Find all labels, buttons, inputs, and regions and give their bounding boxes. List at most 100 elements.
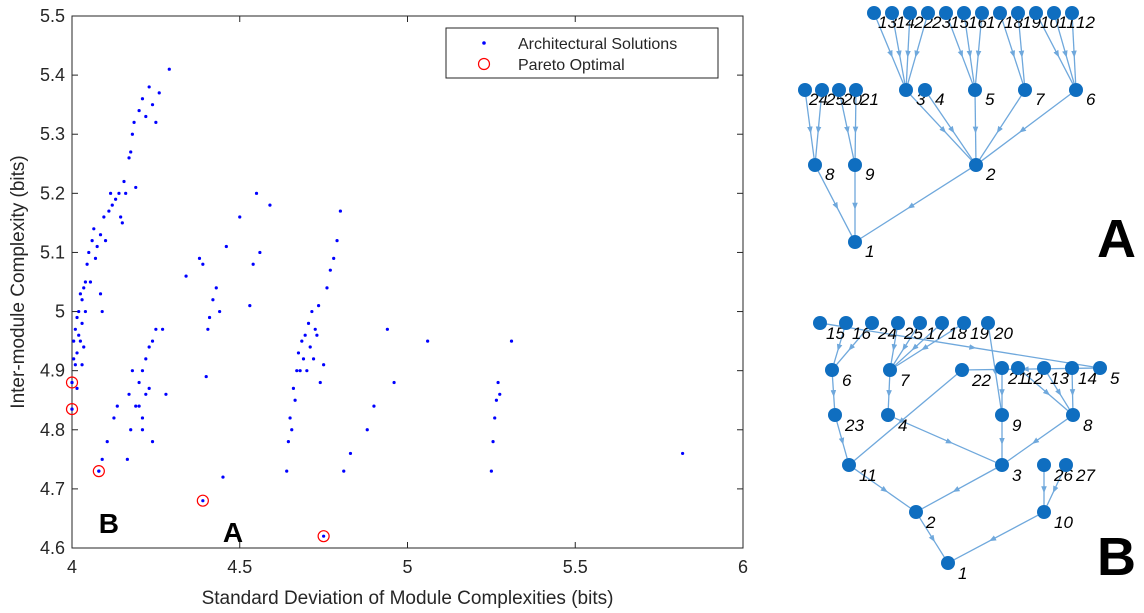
data-point [80, 321, 84, 325]
data-point [102, 215, 106, 219]
tree-node-label: 11 [859, 466, 877, 485]
data-point [491, 440, 495, 444]
tree-node [1069, 83, 1083, 97]
tree-node [995, 458, 1009, 472]
tree-node-label: 12 [1076, 13, 1095, 32]
tree-node-label: 21 [859, 90, 879, 109]
tree-node [1037, 458, 1051, 472]
pareto-center-dot [322, 534, 326, 538]
tree-node [995, 408, 1009, 422]
tree-node [1011, 6, 1025, 20]
tree-edge [893, 416, 996, 463]
y-tick-label: 5.2 [40, 183, 65, 203]
data-point [83, 309, 88, 314]
data-point [93, 256, 98, 260]
tree-node [813, 316, 827, 330]
data-point [224, 244, 228, 249]
data-point [98, 233, 103, 237]
tree-node-label: 9 [1012, 416, 1022, 435]
tree-node-label: 23 [844, 416, 864, 435]
data-point [251, 262, 255, 266]
data-point [348, 451, 353, 456]
data-point [392, 380, 396, 385]
tree-node-label: 16 [852, 324, 871, 343]
data-point [365, 428, 369, 432]
tree-node [968, 83, 982, 97]
data-point [112, 416, 116, 420]
data-point [201, 262, 205, 266]
data-point [125, 457, 129, 461]
tree-node [939, 6, 953, 20]
data-point [114, 197, 118, 201]
tree-edge [953, 514, 1040, 561]
tree-edge [831, 375, 836, 409]
x-tick-label: 5 [402, 557, 412, 577]
tree-node-label: 4 [898, 416, 907, 435]
tree-node [881, 408, 895, 422]
data-point [87, 250, 91, 255]
data-point [88, 280, 93, 284]
data-point [316, 304, 321, 308]
tree-node [1093, 361, 1107, 375]
data-point [147, 345, 151, 349]
data-point [268, 203, 272, 207]
data-point [100, 457, 104, 461]
x-tick-label: 5.5 [563, 557, 588, 577]
data-point [285, 469, 289, 473]
data-point [496, 380, 500, 385]
data-point [254, 191, 259, 195]
tree-edge [887, 375, 891, 409]
tree-node-label: 1 [958, 564, 967, 583]
scatter-chart: 4 4.5 5 5.5 6 4.6 4.7 4.8 4.9 5 5.1 5.2 5.3 5.4 5.5 Sta… [8, 6, 748, 609]
data-point [127, 392, 131, 396]
tree-node-label: 6 [1086, 90, 1096, 109]
tree-node [865, 316, 879, 330]
data-point [298, 369, 302, 373]
y-tick-label: 5.5 [40, 6, 65, 26]
pareto-center-dot [70, 380, 74, 385]
data-point [489, 469, 493, 473]
data-point [315, 333, 319, 337]
data-point [258, 250, 262, 255]
legend-box [445, 27, 719, 79]
pareto-marker [65, 376, 79, 389]
data-point [137, 108, 141, 113]
data-point [108, 191, 113, 195]
data-point [157, 91, 161, 95]
tree-a-label: A [1097, 209, 1136, 269]
data-point [90, 239, 94, 243]
data-point [73, 363, 77, 367]
data-point [197, 256, 202, 260]
data-point [311, 357, 316, 361]
tree-node-label: 27 [1075, 466, 1095, 485]
data-point [313, 327, 317, 331]
data-point [494, 398, 499, 402]
tree-node [825, 363, 839, 377]
data-point [238, 215, 242, 219]
data-point [328, 268, 332, 272]
data-point [140, 369, 145, 373]
data-point [73, 327, 77, 331]
x-tick-label: 6 [738, 557, 748, 577]
data-point [303, 333, 307, 337]
y-tick-label: 4.8 [40, 420, 65, 440]
data-point [98, 292, 103, 296]
tree-node [913, 316, 927, 330]
data-point [137, 404, 141, 408]
tree-node [969, 158, 983, 172]
data-point [305, 369, 309, 373]
data-point [134, 404, 138, 408]
pareto-marker [317, 530, 330, 543]
data-point [308, 345, 312, 349]
tree-node [921, 6, 935, 20]
pareto-center-dot [97, 469, 101, 473]
tree-edge [1071, 373, 1074, 409]
data-point [204, 374, 208, 379]
data-point [122, 179, 126, 184]
data-point [322, 363, 326, 367]
tree-edge [988, 328, 1002, 409]
legend-item-pareto: Pareto Optimal [518, 57, 625, 74]
tree-node [1047, 6, 1061, 20]
tree-node-label: 3 [916, 90, 926, 109]
